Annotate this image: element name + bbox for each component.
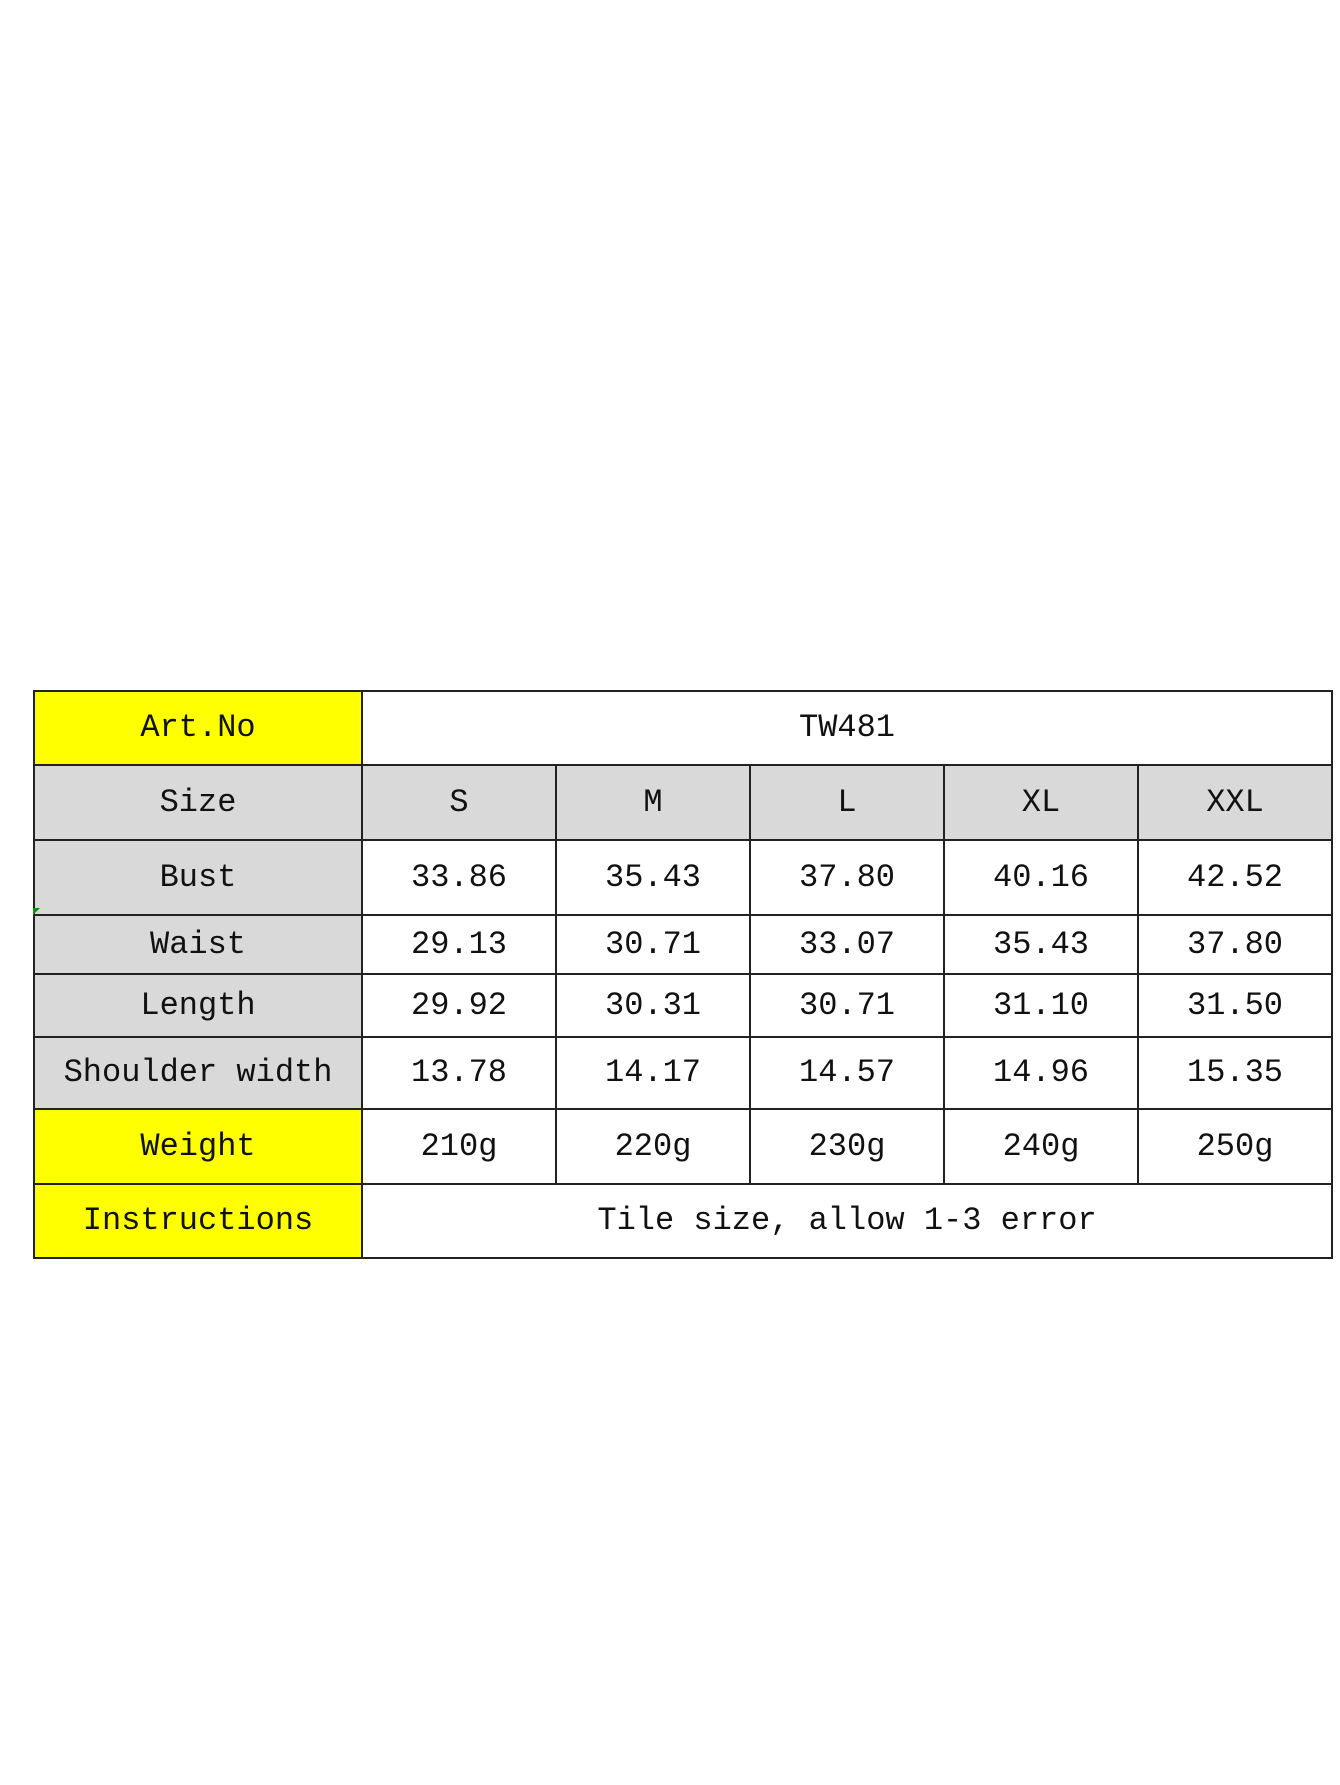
cell: 40.16 [943, 839, 1139, 916]
cell: 31.50 [1137, 973, 1333, 1038]
bust-row: Bust 33.86 35.43 37.80 40.16 42.52 [33, 839, 1333, 916]
weight-row: Weight 210g 220g 230g 240g 250g [33, 1108, 1333, 1185]
size-chart-table: Art.No TW481 Size S M L XL XXL Bust 33.8… [33, 690, 1333, 1259]
size-xl: XL [943, 764, 1139, 841]
cell: 42.52 [1137, 839, 1333, 916]
cell: 35.43 [943, 914, 1139, 975]
row-label: Waist [33, 914, 363, 975]
cell-comment-marker [33, 908, 40, 915]
size-m: M [555, 764, 751, 841]
cell: 33.86 [361, 839, 557, 916]
cell: 37.80 [749, 839, 945, 916]
row-label: Bust [33, 839, 363, 916]
art-no-row: Art.No TW481 [33, 690, 1333, 766]
cell: 210g [361, 1108, 557, 1185]
cell: 30.71 [555, 914, 751, 975]
cell: 240g [943, 1108, 1139, 1185]
weight-label: Weight [33, 1108, 363, 1185]
art-no-value: TW481 [361, 690, 1333, 766]
cell: 14.96 [943, 1036, 1139, 1110]
instructions-row: Instructions Tile size, allow 1-3 error [33, 1183, 1333, 1259]
cell: 230g [749, 1108, 945, 1185]
instructions-value: Tile size, allow 1-3 error [361, 1183, 1333, 1259]
size-label: Size [33, 764, 363, 841]
length-row: Length 29.92 30.31 30.71 31.10 31.50 [33, 973, 1333, 1038]
size-s: S [361, 764, 557, 841]
cell: 14.57 [749, 1036, 945, 1110]
cell: 220g [555, 1108, 751, 1185]
art-no-label: Art.No [33, 690, 363, 766]
row-label: Shoulder width [33, 1036, 363, 1110]
cell: 15.35 [1137, 1036, 1333, 1110]
size-l: L [749, 764, 945, 841]
instructions-label: Instructions [33, 1183, 363, 1259]
cell: 30.31 [555, 973, 751, 1038]
row-label: Length [33, 973, 363, 1038]
cell: 13.78 [361, 1036, 557, 1110]
size-header-row: Size S M L XL XXL [33, 764, 1333, 841]
shoulder-width-row: Shoulder width 13.78 14.17 14.57 14.96 1… [33, 1036, 1333, 1110]
waist-row: Waist 29.13 30.71 33.07 35.43 37.80 [33, 914, 1333, 975]
cell: 31.10 [943, 973, 1139, 1038]
cell: 30.71 [749, 973, 945, 1038]
cell: 29.92 [361, 973, 557, 1038]
cell: 33.07 [749, 914, 945, 975]
cell: 37.80 [1137, 914, 1333, 975]
cell: 35.43 [555, 839, 751, 916]
size-xxl: XXL [1137, 764, 1333, 841]
cell: 29.13 [361, 914, 557, 975]
cell: 250g [1137, 1108, 1333, 1185]
cell: 14.17 [555, 1036, 751, 1110]
